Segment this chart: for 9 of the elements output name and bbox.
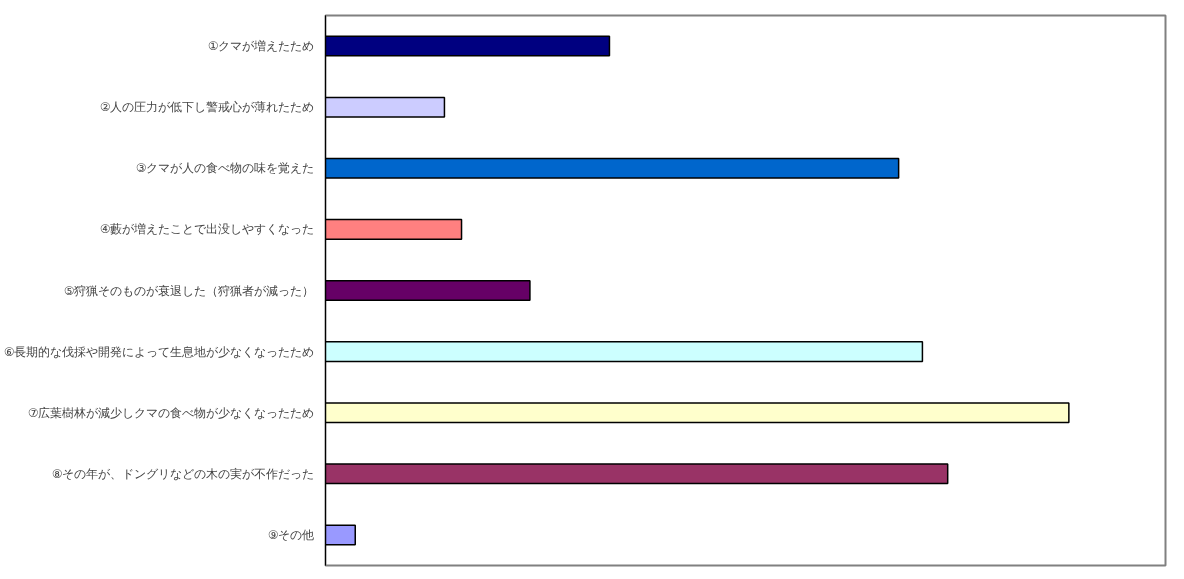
y-tick-label: ⑦広葉樹林が減少しクマの食べ物が少なくなったため <box>27 405 315 420</box>
y-tick-label: ④藪が増えたことで出没しやすくなった <box>99 222 315 237</box>
y-tick-label: ⑨その他 <box>267 527 315 542</box>
y-tick-label: ①クマが増えたため <box>207 39 315 54</box>
y-tick-label: ③クマが人の食べ物の味を覚えた <box>135 161 315 176</box>
y-tick-label: ⑧その年が、ドングリなどの木の実が不作だった <box>51 466 315 481</box>
y-tick-label: ⑥長期的な伐採や開発によって生息地が少なくなったため <box>3 344 315 359</box>
y-tick-label: ⑤狩猟そのものが衰退した（狩猟者が減った） <box>63 283 315 298</box>
y-tick-label: ②人の圧力が低下し警戒心が薄れたため <box>99 100 315 115</box>
